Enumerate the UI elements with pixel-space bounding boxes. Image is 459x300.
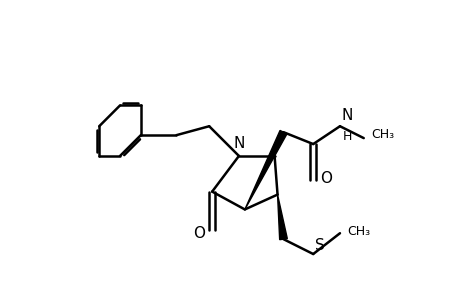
Polygon shape	[244, 130, 286, 209]
Text: N: N	[233, 136, 245, 151]
Polygon shape	[277, 195, 287, 240]
Text: CH₃: CH₃	[347, 225, 369, 238]
Text: H: H	[341, 130, 351, 143]
Text: S: S	[314, 238, 324, 253]
Text: N: N	[341, 108, 352, 123]
Text: CH₃: CH₃	[370, 128, 393, 141]
Text: O: O	[319, 171, 331, 186]
Text: O: O	[192, 226, 204, 241]
